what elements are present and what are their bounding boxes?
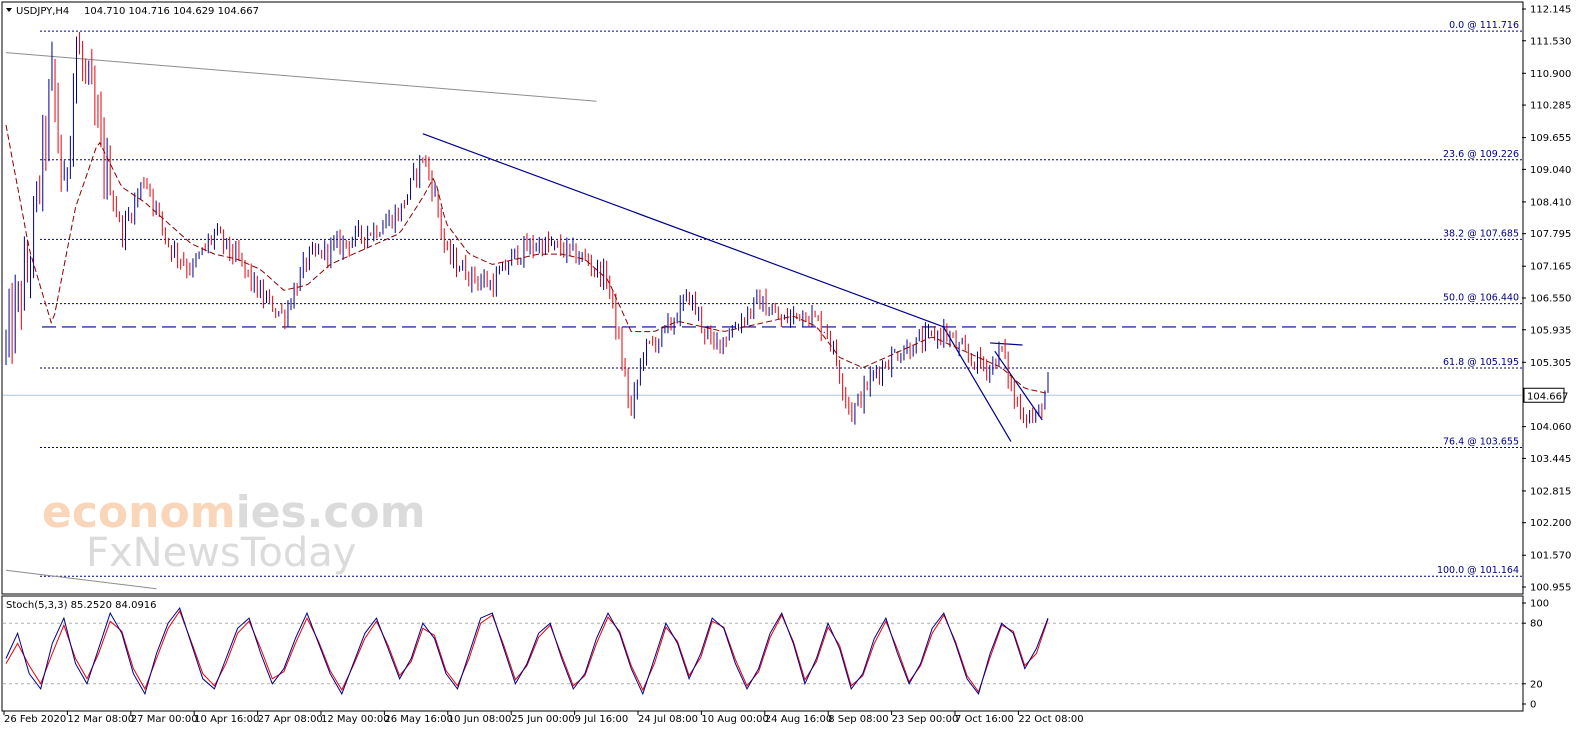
grey-trendline-lower[interactable] — [5, 569, 157, 590]
stoch-layer: 100 80 20 0 — [3, 599, 1549, 711]
price-tick-label: 110.900 — [1530, 69, 1571, 80]
time-tick-label: 22 Oct 08:00 — [1018, 714, 1083, 725]
stoch-tick-label: 100 — [1530, 599, 1549, 610]
stoch-tick-label: 20 — [1530, 679, 1543, 690]
watermark: economies.com FxNewsToday — [42, 487, 426, 576]
price-tick-label: 102.200 — [1530, 518, 1571, 529]
price-tick-label: 101.570 — [1530, 551, 1571, 562]
price-tick-label: 106.550 — [1530, 294, 1571, 305]
stoch-title: Stoch(5,3,3) 85.2520 84.0916 — [6, 600, 157, 611]
stoch-tick-label: 80 — [1530, 619, 1543, 630]
stoch-signal-line — [5, 610, 1049, 693]
stoch-main-line — [5, 606, 1049, 696]
time-tick-label: 24 Jul 08:00 — [638, 714, 698, 725]
watermark-line1-orange: econom — [42, 487, 236, 538]
fib-level-label: 61.8 @ 105.195 — [1443, 357, 1519, 368]
time-tick-label: 23 Sep 00:00 — [892, 714, 959, 725]
time-tick-label: 12 Mar 08:00 — [67, 714, 134, 725]
price-tick-label: 112.145 — [1530, 5, 1571, 16]
stoch-pane-frame — [1, 595, 1524, 712]
watermark-line2: FxNewsToday — [86, 530, 356, 576]
grey-trendline-upper[interactable] — [5, 52, 597, 102]
price-tick-label: 107.795 — [1530, 229, 1571, 240]
time-tick-label: 25 Jun 00:00 — [511, 714, 575, 725]
price-tick-label: 110.285 — [1530, 101, 1571, 112]
ohlc-header: 104.710 104.716 104.629 104.667 — [84, 6, 259, 17]
price-tick-label: 102.815 — [1530, 486, 1571, 497]
fib-level-label: 23.6 @ 109.226 — [1443, 149, 1519, 160]
fib-level-label: 76.4 @ 103.655 — [1443, 437, 1519, 448]
price-tick-label: 103.445 — [1530, 454, 1571, 465]
symbol-header: USDJPY,H4 — [16, 6, 69, 17]
price-axis: 112.145 111.530 110.900 110.285 109.655 109.0… — [1522, 5, 1571, 594]
chart-header[interactable]: USDJPY,H4 104.710 104.716 104.629 104.66… — [6, 6, 259, 17]
price-tick-label: 109.655 — [1530, 133, 1571, 144]
price-tick-label: 107.165 — [1530, 262, 1571, 273]
fib-level-label: 38.2 @ 107.685 — [1443, 228, 1519, 239]
watermark-line1: economies.com — [42, 487, 426, 538]
price-tick-label: 105.935 — [1530, 325, 1571, 336]
time-tick-label: 26 May 16:00 — [384, 714, 453, 725]
grid-layer: 0.0 @ 111.716 23.6 @ 109.226 38.2 @ 107.68… — [3, 20, 1522, 577]
time-tick-label: 24 Aug 16:00 — [765, 714, 832, 725]
time-tick-label: 27 Apr 08:00 — [258, 714, 323, 725]
time-tick-label: 9 Jul 16:00 — [575, 714, 629, 725]
time-tick-label: 10 Apr 16:00 — [194, 714, 259, 725]
last-price-label: 104.667 — [1527, 391, 1568, 402]
time-tick-label: 10 Jun 08:00 — [448, 714, 512, 725]
price-tick-label: 105.305 — [1530, 358, 1571, 369]
fib-level-label: 50.0 @ 106.440 — [1443, 293, 1519, 304]
fib-level-label: 100.0 @ 101.164 — [1437, 565, 1519, 576]
descending-trendline[interactable] — [422, 133, 945, 328]
chevron-down-icon[interactable] — [6, 8, 12, 12]
stoch-tick-label: 0 — [1530, 700, 1536, 711]
candles-layer — [5, 31, 1049, 428]
price-tick-label: 108.410 — [1530, 197, 1571, 208]
price-tick-label: 109.040 — [1530, 165, 1571, 176]
wedge-line[interactable] — [994, 350, 1043, 421]
fib-level-label: 0.0 @ 111.716 — [1449, 20, 1519, 31]
moving-average-line — [5, 124, 1049, 395]
time-tick-label: 27 Mar 00:00 — [131, 714, 198, 725]
watermark-line1-rest: ies.com — [236, 487, 426, 538]
price-tick-label: 111.530 — [1530, 36, 1571, 47]
channel-upper-line[interactable] — [990, 342, 1023, 346]
time-tick-label: 7 Oct 16:00 — [955, 714, 1014, 725]
time-tick-label: 8 Sep 08:00 — [828, 714, 888, 725]
time-tick-label: 10 Aug 00:00 — [701, 714, 768, 725]
moving-average-layer — [5, 124, 1049, 395]
last-price-marker: 104.667 — [1523, 387, 1568, 403]
time-tick-label: 26 Feb 2020 — [4, 714, 66, 725]
last-price-box — [1523, 387, 1565, 403]
price-tick-label: 100.955 — [1530, 583, 1571, 594]
price-tick-label: 104.060 — [1530, 422, 1571, 433]
time-tick-label: 12 May 00:00 — [321, 714, 390, 725]
